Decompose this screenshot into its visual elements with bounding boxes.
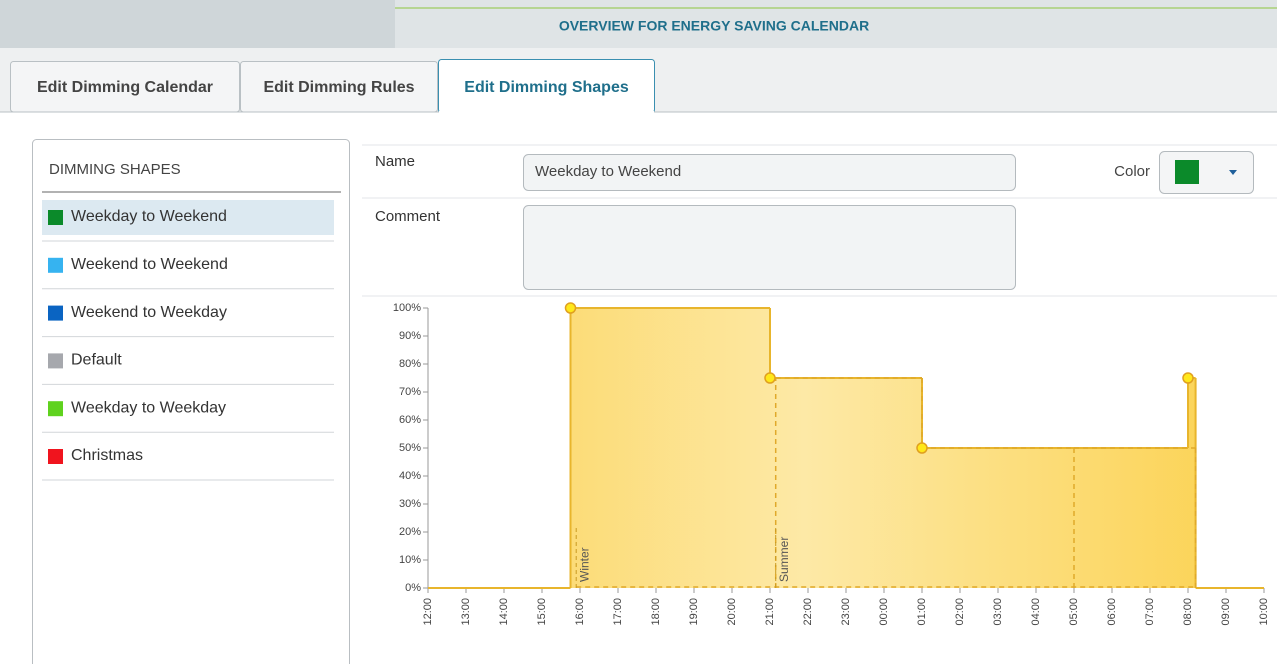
name-label: Name (375, 153, 415, 170)
x-tick-label: 04:00 (1030, 598, 1042, 626)
x-tick-label: 00:00 (878, 598, 890, 626)
shape-swatch (48, 449, 63, 464)
tab[interactable] (10, 61, 240, 113)
shape-swatch (48, 401, 63, 417)
y-tick-label: 50% (399, 442, 421, 454)
shape-swatch (48, 257, 63, 273)
tab-label: Edit Dimming Shapes (464, 79, 629, 96)
header-title: OVERVIEW FOR ENERGY SAVING CALENDAR (559, 18, 869, 34)
shape-name[interactable]: Weekend to Weekday (71, 304, 227, 321)
x-tick-label: 15:00 (536, 598, 548, 626)
header-left (0, 0, 395, 48)
x-tick-label: 08:00 (1182, 598, 1194, 626)
x-tick-label: 07:00 (1144, 598, 1156, 626)
shape-swatch (48, 353, 63, 369)
comment-label: Comment (375, 208, 441, 225)
shape-name[interactable]: Weekday to Weekday (71, 399, 226, 416)
selected-highlight (42, 200, 334, 235)
y-tick-label: 0% (405, 582, 421, 594)
shape-swatch (48, 210, 63, 225)
shape-name[interactable]: Weekday to Weekend (71, 208, 227, 225)
x-tick-label: 05:00 (1068, 598, 1080, 626)
x-tick-label: 23:00 (840, 598, 852, 626)
shape-name[interactable]: Weekend to Weekend (71, 256, 228, 273)
y-tick-label: 60% (399, 414, 421, 426)
shape-name[interactable]: Default (71, 352, 122, 369)
control-point[interactable] (764, 372, 776, 384)
tab-label: Edit Dimming Calendar (37, 79, 213, 96)
name-value: Weekday to Weekend (535, 163, 681, 180)
color-swatch (1175, 160, 1199, 184)
x-tick-label: 19:00 (688, 598, 700, 626)
x-tick-label: 18:00 (650, 598, 662, 626)
y-tick-label: 100% (393, 302, 421, 314)
y-tick-label: 90% (399, 330, 421, 342)
x-tick-label: 12:00 (422, 598, 434, 626)
x-tick-label: 10:00 (1258, 598, 1270, 626)
x-tick-label: 17:00 (612, 598, 624, 626)
shape-swatch (48, 305, 63, 321)
x-tick-label: 16:00 (574, 598, 586, 626)
y-tick-label: 70% (399, 386, 421, 398)
color-label: Color (1114, 163, 1150, 180)
y-tick-label: 80% (399, 358, 421, 370)
y-tick-label: 30% (399, 498, 421, 510)
x-tick-label: 03:00 (992, 598, 1004, 626)
tab[interactable] (240, 61, 438, 113)
shape-name[interactable]: Christmas (71, 447, 143, 464)
x-tick-label: 13:00 (460, 598, 472, 626)
dropdown-arrow (1229, 170, 1237, 175)
x-tick-label: 09:00 (1220, 598, 1232, 626)
y-tick-label: 10% (399, 554, 421, 566)
area-fill (428, 308, 1264, 588)
x-tick-label: 06:00 (1106, 598, 1118, 626)
x-tick-label: 21:00 (764, 598, 776, 626)
x-tick-label: 14:00 (498, 598, 510, 626)
x-tick-label: 22:00 (802, 598, 814, 626)
tab-label: Edit Dimming Rules (263, 79, 414, 96)
annotation-label: Summer (777, 537, 791, 582)
comment-input[interactable] (523, 205, 1016, 290)
control-point[interactable] (564, 302, 577, 314)
control-point[interactable] (1182, 372, 1194, 384)
annotation-label: Winter (577, 547, 591, 582)
control-point[interactable] (916, 442, 928, 454)
panel-title: DIMMING SHAPES (49, 161, 181, 178)
x-tick-label: 20:00 (726, 598, 738, 626)
name-input[interactable] (523, 154, 1016, 191)
x-tick-label: 02:00 (954, 598, 966, 626)
y-tick-label: 20% (399, 526, 421, 538)
color-dropdown[interactable] (1159, 151, 1254, 194)
y-tick-label: 40% (399, 470, 421, 482)
x-tick-label: 01:00 (916, 598, 928, 626)
shapes-panel (32, 139, 350, 664)
